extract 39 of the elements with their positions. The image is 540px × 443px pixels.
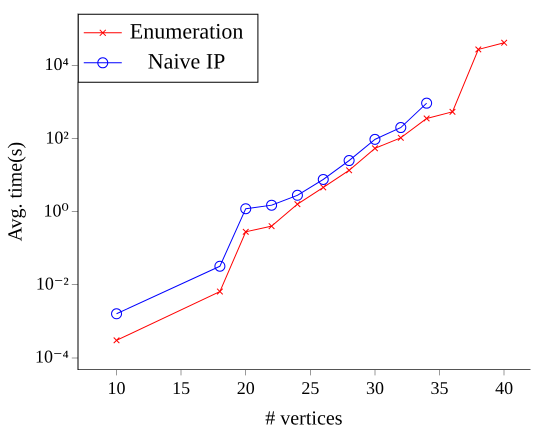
point (500, 39, 508, 46)
point (344, 155, 355, 166)
point (421, 98, 432, 109)
point (449, 108, 456, 116)
point (474, 46, 482, 53)
point (346, 167, 352, 174)
y-tick-label: 10⁴ (44, 54, 69, 74)
y-tick-label: 10² (45, 127, 69, 148)
y-tick-label: 10⁰ (44, 200, 69, 220)
x-tick-label: 20 (236, 378, 255, 398)
point (397, 134, 404, 142)
point (292, 190, 303, 201)
point (111, 308, 122, 320)
x-tick-label: 40 (495, 378, 514, 398)
x-tick-label: 35 (430, 378, 449, 398)
y-tick-label: 10⁻² (36, 273, 69, 294)
point (266, 200, 278, 211)
legend-label: Enumeration (130, 18, 244, 44)
x-tick-label: 30 (366, 378, 384, 398)
point (242, 228, 250, 236)
y-tick-label: 10⁻⁴ (34, 346, 69, 366)
y-axis-title: Avg. time(s) (4, 142, 26, 242)
x-tick-label: 25 (301, 378, 320, 398)
point (294, 200, 301, 208)
point (240, 203, 252, 214)
point (216, 288, 224, 295)
point (268, 222, 275, 230)
point (372, 145, 378, 152)
point (214, 260, 226, 272)
x-tick-label: 15 (172, 378, 190, 398)
point (318, 174, 329, 185)
point (423, 115, 430, 122)
point (320, 184, 327, 191)
point (113, 336, 120, 344)
point (395, 122, 406, 134)
x-axis-title: # vertices (265, 407, 343, 430)
point (369, 134, 380, 145)
legend-label: Naive IP (148, 48, 226, 74)
x-tick-label: 10 (108, 378, 126, 398)
